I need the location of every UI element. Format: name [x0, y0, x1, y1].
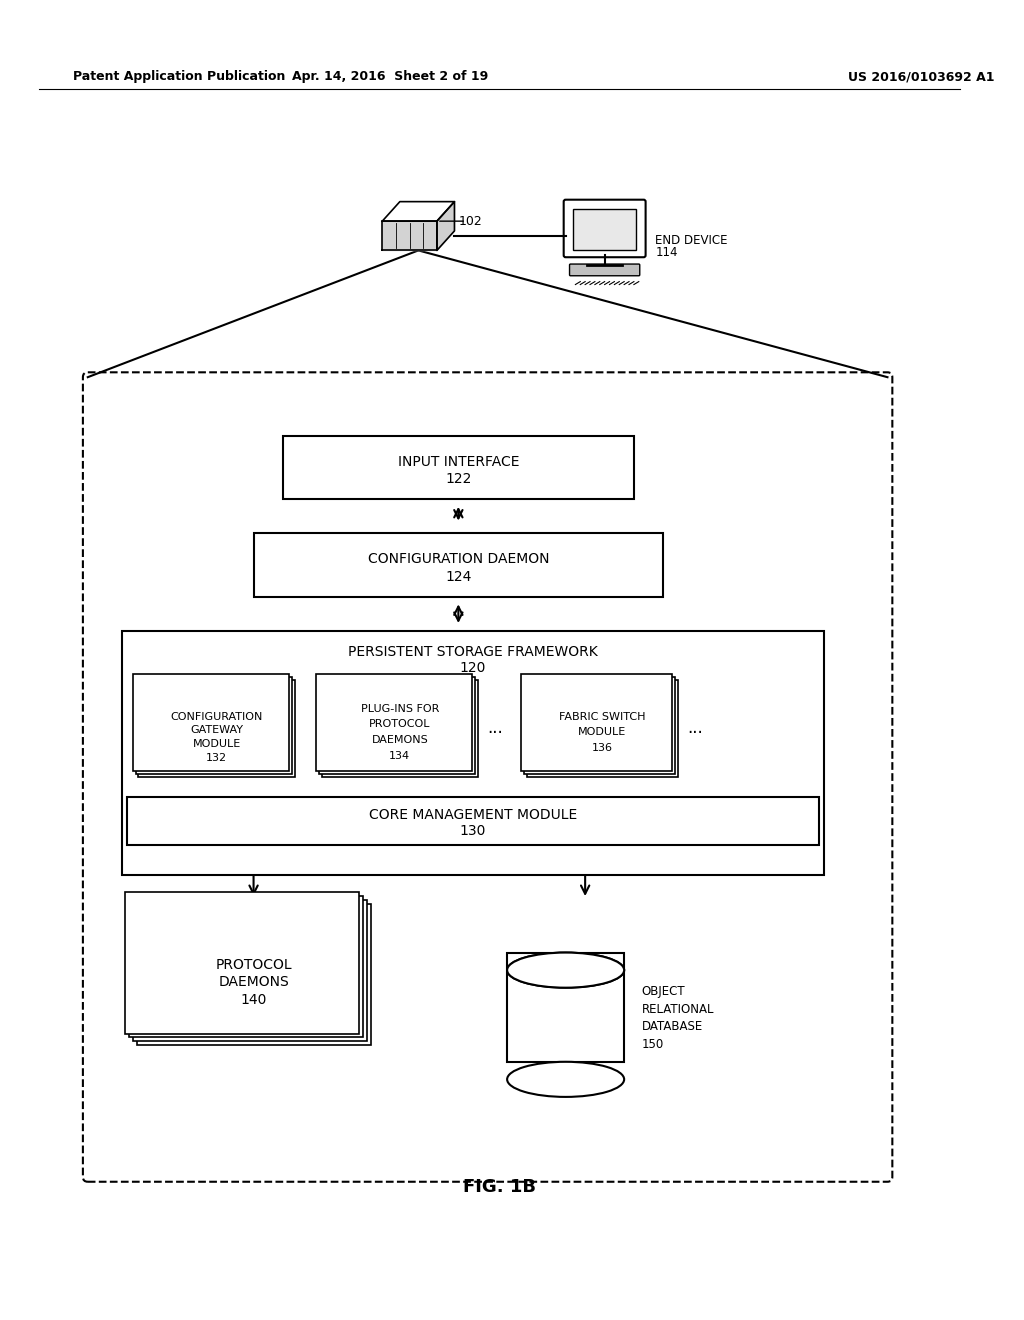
Text: 120: 120	[460, 661, 486, 675]
Text: INPUT INTERFACE: INPUT INTERFACE	[397, 454, 519, 469]
Text: MODULE: MODULE	[579, 727, 627, 737]
Text: PROTOCOL: PROTOCOL	[369, 719, 431, 730]
Text: MODULE: MODULE	[193, 739, 241, 748]
Text: FABRIC SWITCH: FABRIC SWITCH	[559, 711, 645, 722]
Text: CONFIGURATION DAEMON: CONFIGURATION DAEMON	[368, 552, 549, 566]
Text: PLUG-INS FOR: PLUG-INS FOR	[360, 704, 439, 714]
Text: PROTOCOL: PROTOCOL	[215, 958, 292, 972]
Text: 150: 150	[642, 1038, 664, 1051]
Text: 124: 124	[445, 570, 471, 583]
FancyBboxPatch shape	[136, 904, 371, 1045]
Ellipse shape	[507, 953, 625, 987]
Text: Apr. 14, 2016  Sheet 2 of 19: Apr. 14, 2016 Sheet 2 of 19	[292, 70, 488, 83]
FancyBboxPatch shape	[125, 892, 358, 1034]
Text: 114: 114	[655, 246, 678, 259]
Text: 140: 140	[241, 993, 266, 1007]
Polygon shape	[437, 202, 455, 251]
FancyBboxPatch shape	[138, 680, 295, 777]
FancyBboxPatch shape	[254, 533, 664, 597]
Text: DAEMONS: DAEMONS	[372, 735, 428, 744]
FancyBboxPatch shape	[526, 680, 678, 777]
Text: RELATIONAL: RELATIONAL	[642, 1003, 714, 1015]
Text: DAEMONS: DAEMONS	[218, 975, 289, 989]
Text: 122: 122	[445, 473, 471, 486]
FancyBboxPatch shape	[129, 896, 362, 1038]
Text: 134: 134	[389, 751, 411, 760]
Text: OBJECT: OBJECT	[642, 985, 685, 998]
Text: CONFIGURATION: CONFIGURATION	[170, 711, 263, 722]
Text: DATABASE: DATABASE	[642, 1020, 702, 1034]
Text: END DEVICE: END DEVICE	[655, 234, 728, 247]
FancyBboxPatch shape	[523, 677, 675, 774]
Polygon shape	[382, 202, 455, 222]
Text: US 2016/0103692 A1: US 2016/0103692 A1	[849, 70, 995, 83]
Polygon shape	[382, 222, 437, 251]
FancyBboxPatch shape	[573, 210, 636, 251]
Text: 132: 132	[206, 752, 227, 763]
Text: CORE MANAGEMENT MODULE: CORE MANAGEMENT MODULE	[369, 808, 578, 822]
FancyBboxPatch shape	[135, 677, 292, 774]
Text: 130: 130	[460, 824, 486, 838]
FancyBboxPatch shape	[318, 677, 475, 774]
FancyBboxPatch shape	[283, 436, 634, 499]
FancyBboxPatch shape	[569, 264, 640, 276]
Ellipse shape	[507, 1061, 625, 1097]
FancyBboxPatch shape	[563, 199, 645, 257]
FancyBboxPatch shape	[122, 631, 824, 875]
FancyBboxPatch shape	[521, 673, 672, 771]
Text: ...: ...	[487, 719, 503, 738]
Text: 102: 102	[459, 215, 482, 227]
Text: ...: ...	[687, 719, 703, 738]
Text: GATEWAY: GATEWAY	[190, 725, 243, 735]
FancyBboxPatch shape	[133, 900, 367, 1041]
FancyBboxPatch shape	[127, 796, 819, 845]
Text: 136: 136	[592, 743, 612, 752]
FancyBboxPatch shape	[133, 673, 289, 771]
Text: PERSISTENT STORAGE FRAMEWORK: PERSISTENT STORAGE FRAMEWORK	[348, 645, 598, 659]
Text: Patent Application Publication: Patent Application Publication	[73, 70, 286, 83]
Ellipse shape	[507, 953, 625, 987]
FancyBboxPatch shape	[322, 680, 478, 777]
Text: FIG. 1B: FIG. 1B	[463, 1177, 536, 1196]
FancyBboxPatch shape	[507, 953, 625, 1061]
FancyBboxPatch shape	[316, 673, 472, 771]
FancyBboxPatch shape	[83, 372, 892, 1181]
